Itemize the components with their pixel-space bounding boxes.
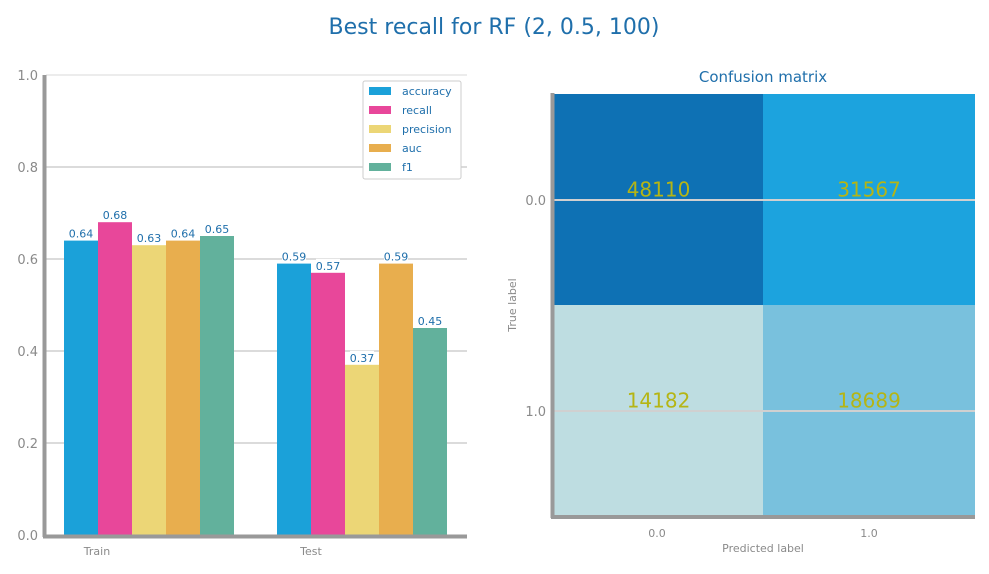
bar-label-bg	[69, 226, 93, 240]
legend-swatch-accuracy	[369, 87, 391, 95]
bar-value-label: 0.37	[350, 352, 375, 365]
bars	[64, 222, 447, 535]
cm-cell-values: 48110 31567 14182 18689	[627, 178, 901, 413]
bar-value-label: 0.59	[384, 251, 409, 264]
bar-label-bg	[282, 249, 306, 263]
bar-recall-train	[98, 222, 132, 535]
bar-label-bg	[350, 350, 374, 364]
legend-swatch-f1	[369, 163, 391, 171]
bar-precision-test	[345, 364, 379, 535]
cm-cell-value: 31567	[837, 178, 901, 202]
bar-y-tick-label: 1.0	[17, 69, 38, 84]
cm-cells	[554, 94, 975, 516]
bar-value-label: 0.64	[171, 228, 196, 241]
bar-value-label: 0.57	[316, 260, 341, 273]
cm-y-ticks: 0.0 1.0	[525, 194, 546, 420]
bar-y-tick-label: 0.4	[17, 345, 38, 360]
legend-label-auc: auc	[402, 142, 422, 155]
bar-chart: 0.00.20.40.60.81.0 0.640.680.63 0.64 0.650…	[17, 69, 467, 558]
bar-y-ticks: 0.0 0.2 0.4 0.6 0.8 1.0	[17, 69, 38, 544]
cm-y-tick-label: 0.0	[525, 194, 546, 209]
cm-cell-value: 14182	[627, 389, 691, 413]
legend-swatch-precision	[369, 125, 391, 133]
bar-value-label: 0.59	[282, 251, 307, 264]
bar-value-label: 0.64	[69, 228, 94, 241]
bar-x-ticks: Train Test	[83, 545, 323, 558]
bar-y-tick-label: 0.2	[17, 437, 38, 452]
cm-cell-value: 18689	[837, 389, 901, 413]
legend-box	[362, 80, 462, 180]
bar-label-bg	[171, 226, 195, 240]
bar-recall-test	[311, 272, 345, 535]
bar-auc-test	[379, 263, 413, 535]
bar-value-label: 0.63	[137, 232, 162, 245]
bar-value-label: 0.68	[103, 209, 128, 222]
cm-title: Confusion matrix	[699, 68, 827, 86]
cm-x-ticks: 0.0 1.0	[648, 527, 878, 540]
bar-label-bg	[316, 258, 340, 272]
bar-label-bg	[418, 314, 442, 327]
confusion-matrix: Confusion matrix 48110 31567 14182 18689 0.…	[506, 68, 975, 555]
bar-value-label: 0.65	[205, 223, 230, 236]
bar-precision-train	[132, 245, 166, 535]
cm-x-tick-label: 0.0	[648, 527, 666, 540]
bar-label-bg	[384, 249, 408, 263]
cm-cell-value: 48110	[627, 178, 691, 202]
legend-swatch-recall	[369, 106, 391, 114]
bar-y-tick-label: 0.6	[17, 253, 38, 268]
cm-x-tick-label: 1.0	[860, 527, 878, 540]
bar-label-bg	[205, 222, 229, 235]
bar-label-bg	[137, 231, 161, 245]
bar-f1-test	[413, 328, 447, 535]
bar-value-labels: 0.64 0.68 0.63 0.64 0.65 0.59 0.57 0.37 0.59 0.45	[69, 208, 443, 365]
figure-title: Best recall for RF (2, 0.5, 100)	[329, 15, 660, 40]
bar-y-tick-label: 0.0	[17, 529, 38, 544]
bar-y-tick-label: 0.8	[17, 161, 38, 176]
legend-label-precision: precision	[402, 123, 452, 136]
bar-value-label: 0.45	[418, 315, 443, 328]
bar-auc-train	[166, 240, 200, 535]
legend: accuracy recall precision auc f1	[362, 80, 462, 180]
legend-label-accuracy: accuracy	[402, 85, 452, 98]
cm-gridlines	[554, 199, 975, 412]
bar-x-tick-label: Test	[299, 545, 322, 558]
cm-y-tick-label: 1.0	[525, 405, 546, 420]
bar-accuracy-test	[277, 263, 311, 535]
bar-label-bg	[103, 208, 127, 222]
bar-x-tick-label: Train	[83, 545, 110, 558]
bar-f1-train	[200, 236, 234, 535]
cm-xlabel: Predicted label	[722, 542, 804, 555]
legend-label-f1: f1	[402, 161, 413, 174]
legend-swatch-auc	[369, 144, 391, 152]
cm-ylabel: True label	[506, 278, 519, 332]
legend-label-recall: recall	[402, 104, 432, 117]
bar-accuracy-train	[64, 240, 98, 535]
